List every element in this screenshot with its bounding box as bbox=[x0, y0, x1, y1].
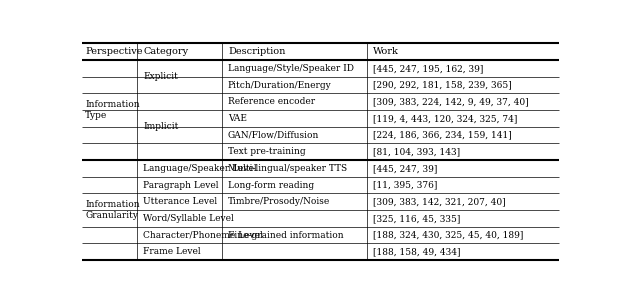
Text: Word/Syllable Level: Word/Syllable Level bbox=[144, 214, 234, 223]
Text: Paragraph Level: Paragraph Level bbox=[144, 181, 219, 190]
Text: [309, 383, 142, 321, 207, 40]: [309, 383, 142, 321, 207, 40] bbox=[373, 197, 505, 206]
Text: Information
Granularity: Information Granularity bbox=[85, 200, 140, 220]
Text: Pitch/Duration/Energy: Pitch/Duration/Energy bbox=[228, 80, 332, 89]
Text: Category: Category bbox=[144, 47, 188, 56]
Text: [81, 104, 393, 143]: [81, 104, 393, 143] bbox=[373, 147, 460, 156]
Text: Utterance Level: Utterance Level bbox=[144, 197, 217, 206]
Text: [224, 186, 366, 234, 159, 141]: [224, 186, 366, 234, 159, 141] bbox=[373, 130, 512, 140]
Text: Text pre-training: Text pre-training bbox=[228, 147, 306, 156]
Text: [445, 247, 39]: [445, 247, 39] bbox=[373, 164, 437, 173]
Text: Fine-grained information: Fine-grained information bbox=[228, 231, 344, 240]
Text: Character/Phoneme Level: Character/Phoneme Level bbox=[144, 231, 263, 240]
Text: [325, 116, 45, 335]: [325, 116, 45, 335] bbox=[373, 214, 461, 223]
Text: Perspective: Perspective bbox=[85, 47, 143, 56]
Text: [290, 292, 181, 158, 239, 365]: [290, 292, 181, 158, 239, 365] bbox=[373, 80, 512, 89]
Text: [445, 247, 195, 162, 39]: [445, 247, 195, 162, 39] bbox=[373, 64, 484, 73]
Text: Frame Level: Frame Level bbox=[144, 247, 201, 256]
Text: [309, 383, 224, 142, 9, 49, 37, 40]: [309, 383, 224, 142, 9, 49, 37, 40] bbox=[373, 97, 529, 106]
Text: Language/Style/Speaker ID: Language/Style/Speaker ID bbox=[228, 64, 354, 73]
Text: Explicit: Explicit bbox=[144, 72, 178, 81]
Text: Long-form reading: Long-form reading bbox=[228, 181, 314, 190]
Text: GAN/Flow/Diffusion: GAN/Flow/Diffusion bbox=[228, 130, 319, 140]
Text: Work: Work bbox=[373, 47, 399, 56]
Text: VAE: VAE bbox=[228, 114, 247, 123]
Text: Multi-lingual/speaker TTS: Multi-lingual/speaker TTS bbox=[228, 164, 347, 173]
Text: Language/Speaker Level: Language/Speaker Level bbox=[144, 164, 257, 173]
Text: [11, 395, 376]: [11, 395, 376] bbox=[373, 181, 437, 190]
Text: Implicit: Implicit bbox=[144, 122, 178, 131]
Text: Timbre/Prosody/Noise: Timbre/Prosody/Noise bbox=[228, 197, 330, 206]
Text: Reference encoder: Reference encoder bbox=[228, 97, 315, 106]
Text: Description: Description bbox=[228, 47, 285, 56]
Text: [188, 324, 430, 325, 45, 40, 189]: [188, 324, 430, 325, 45, 40, 189] bbox=[373, 231, 524, 240]
Text: [119, 4, 443, 120, 324, 325, 74]: [119, 4, 443, 120, 324, 325, 74] bbox=[373, 114, 517, 123]
Text: Information
Type: Information Type bbox=[85, 100, 140, 120]
Text: [188, 158, 49, 434]: [188, 158, 49, 434] bbox=[373, 247, 461, 256]
